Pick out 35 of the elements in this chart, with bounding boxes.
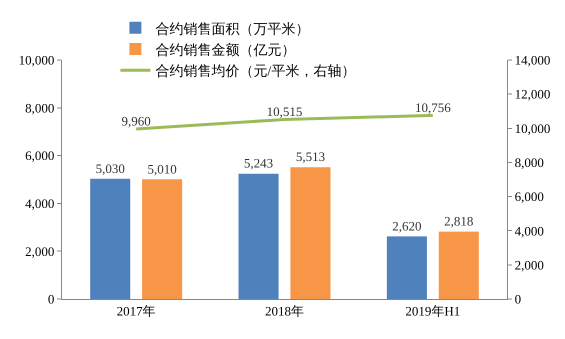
- y2-tick-label: 4,000: [514, 223, 544, 238]
- y2-tick-label: 8,000: [514, 154, 544, 170]
- y2-tick-label: 12,000: [514, 86, 550, 102]
- y2-tick-label: 2,000: [514, 257, 544, 272]
- y-tick-label: 6,000: [25, 148, 54, 164]
- data-label: 5,010: [148, 161, 177, 176]
- data-label: 5,030: [96, 160, 125, 176]
- y2-tick-label: 10,000: [514, 120, 550, 136]
- data-label: 2,620: [392, 218, 422, 234]
- data-label: 10,515: [266, 104, 302, 120]
- y2-tick-label: 6,000: [514, 189, 544, 204]
- data-label: 5,243: [244, 156, 274, 171]
- y-tick-label: 8,000: [25, 100, 54, 116]
- y-tick-label: 4,000: [25, 196, 54, 211]
- legend-label: 合约销售均价（元/平米，右轴）: [155, 64, 356, 80]
- bar: [238, 174, 279, 299]
- bar: [386, 236, 427, 299]
- y2-tick-label: 14,000: [514, 52, 550, 68]
- y-tick-label: 2,000: [25, 244, 54, 259]
- y-tick-label: 0: [48, 292, 54, 307]
- bar: [142, 179, 182, 299]
- legend-label: 合约销售面积（万平米）: [155, 21, 310, 38]
- bar: [290, 167, 330, 299]
- x-tick-label: 2018年: [265, 304, 304, 319]
- data-label: 9,960: [122, 114, 151, 129]
- y-tick-label: 10,000: [18, 52, 54, 68]
- y2-tick-label: 0: [514, 292, 522, 307]
- data-label: 2,818: [444, 214, 474, 229]
- legend-label: 合约销售金额（亿元）: [155, 42, 296, 58]
- data-label: 5,513: [296, 149, 326, 164]
- x-tick-label: 2019年H1: [405, 304, 460, 319]
- x-tick-label: 2017年: [116, 304, 156, 319]
- bar: [438, 232, 479, 299]
- bar: [90, 178, 130, 299]
- data-label: 10,756: [414, 100, 452, 116]
